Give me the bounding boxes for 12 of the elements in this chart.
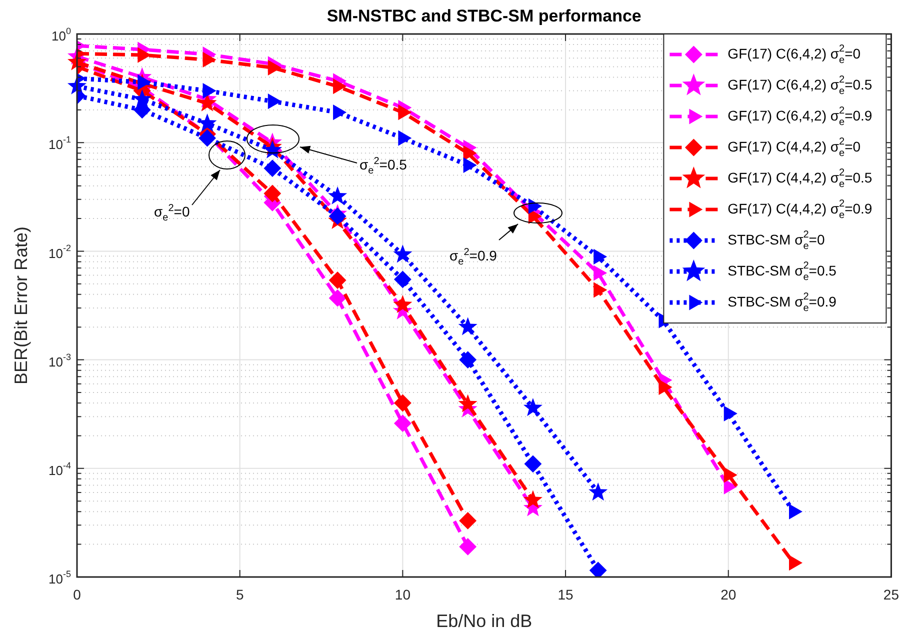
annotation: σ$_{e}$$^{2}$=0 — [154, 202, 190, 223]
x-tick-label: 0 — [73, 586, 82, 602]
y-axis-title: BER(Bit Error Rate) — [10, 226, 31, 385]
x-tick-label: 20 — [720, 586, 736, 602]
x-tick-label: 5 — [236, 586, 244, 602]
x-tick-label: 15 — [558, 586, 574, 602]
annotation: σ$_{e}$$^{2}$=0.9 — [450, 246, 497, 267]
x-tick-label: 10 — [394, 586, 411, 602]
x-tick-label: 25 — [883, 586, 900, 602]
annotation: σ$_{e}$$^{2}$=0.5 — [360, 156, 407, 176]
chart-title: SM-NSTBC and STBC-SM performance — [326, 6, 642, 26]
x-axis-title: Eb/No in dB — [436, 610, 532, 631]
